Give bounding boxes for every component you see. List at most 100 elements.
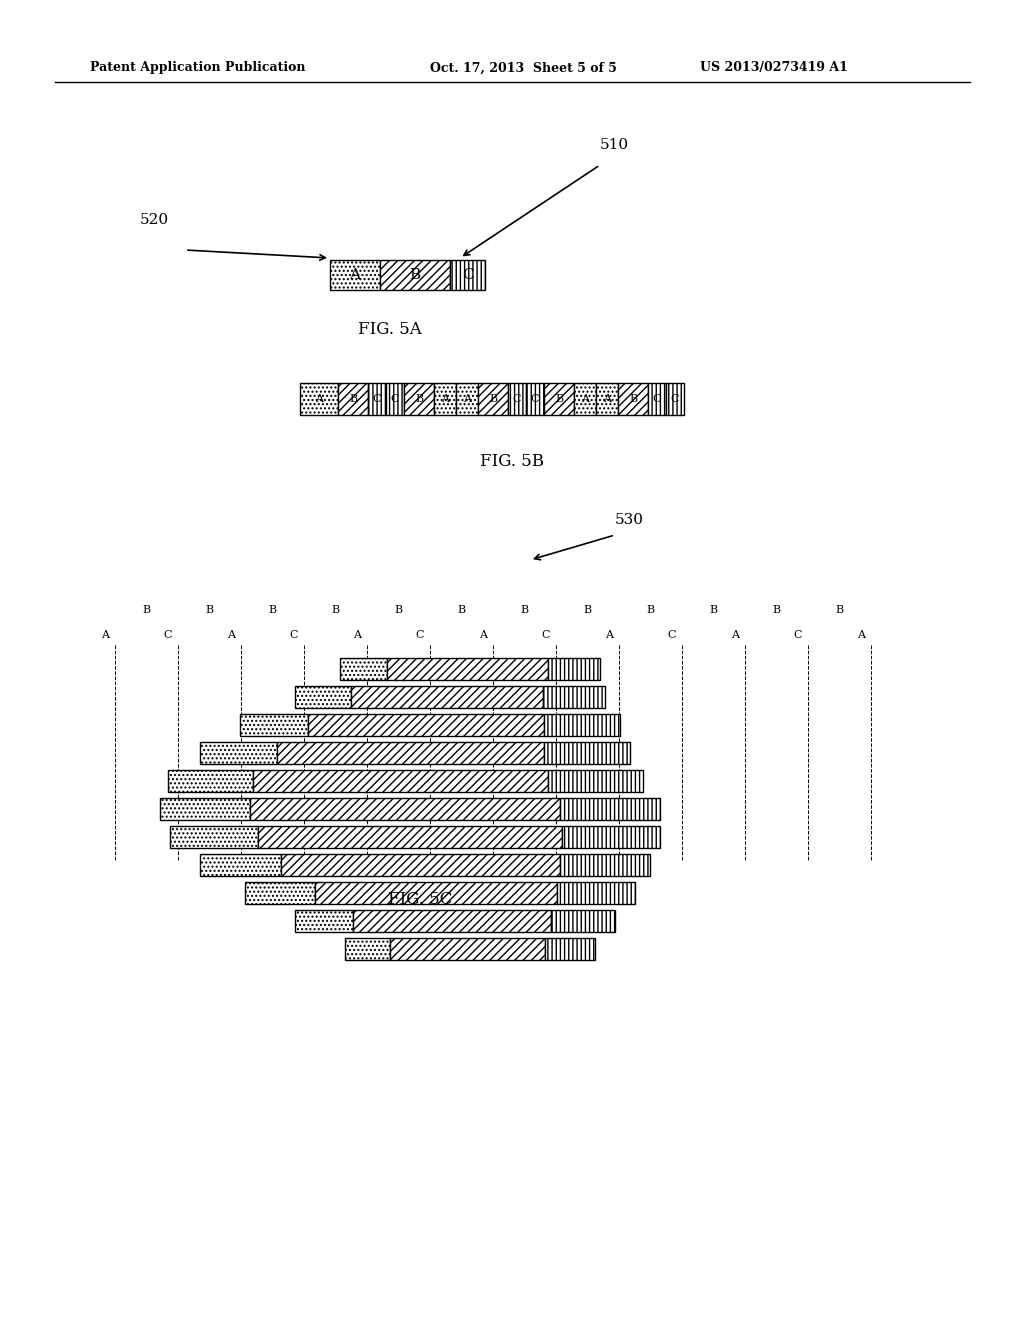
FancyBboxPatch shape xyxy=(548,657,600,680)
FancyBboxPatch shape xyxy=(557,882,635,904)
Text: B: B xyxy=(646,605,654,615)
Text: A: A xyxy=(857,630,865,640)
FancyBboxPatch shape xyxy=(450,260,485,290)
FancyBboxPatch shape xyxy=(526,383,544,414)
FancyBboxPatch shape xyxy=(281,854,560,876)
Text: C: C xyxy=(462,268,473,282)
Text: A: A xyxy=(479,630,487,640)
FancyBboxPatch shape xyxy=(544,714,620,737)
Text: A: A xyxy=(349,268,360,282)
Text: C: C xyxy=(513,393,521,404)
FancyBboxPatch shape xyxy=(160,799,250,820)
Text: C: C xyxy=(373,393,381,404)
Text: B: B xyxy=(415,393,423,404)
Text: FIG. 5A: FIG. 5A xyxy=(358,322,422,338)
Text: A: A xyxy=(353,630,361,640)
FancyBboxPatch shape xyxy=(560,854,650,876)
FancyBboxPatch shape xyxy=(245,882,315,904)
Text: B: B xyxy=(520,605,528,615)
Text: A: A xyxy=(101,630,109,640)
FancyBboxPatch shape xyxy=(338,383,368,414)
FancyBboxPatch shape xyxy=(240,714,308,737)
Text: A: A xyxy=(441,393,449,404)
FancyBboxPatch shape xyxy=(200,742,278,764)
Text: C: C xyxy=(652,393,662,404)
Text: B: B xyxy=(458,605,466,615)
Text: C: C xyxy=(391,393,399,404)
FancyBboxPatch shape xyxy=(315,882,557,904)
Text: Patent Application Publication: Patent Application Publication xyxy=(90,62,305,74)
Text: A: A xyxy=(605,630,613,640)
Text: C: C xyxy=(290,630,298,640)
FancyBboxPatch shape xyxy=(200,854,281,876)
FancyBboxPatch shape xyxy=(352,909,551,932)
FancyBboxPatch shape xyxy=(478,383,508,414)
FancyBboxPatch shape xyxy=(250,799,560,820)
FancyBboxPatch shape xyxy=(551,909,615,932)
FancyBboxPatch shape xyxy=(380,260,450,290)
FancyBboxPatch shape xyxy=(351,686,543,708)
Text: B: B xyxy=(629,393,637,404)
Text: C: C xyxy=(530,393,540,404)
Text: B: B xyxy=(206,605,214,615)
FancyBboxPatch shape xyxy=(278,742,544,764)
Text: 510: 510 xyxy=(600,139,629,152)
FancyBboxPatch shape xyxy=(456,383,478,414)
FancyBboxPatch shape xyxy=(618,383,648,414)
FancyBboxPatch shape xyxy=(544,383,574,414)
Text: A: A xyxy=(315,393,323,404)
Text: 530: 530 xyxy=(615,513,644,527)
FancyBboxPatch shape xyxy=(368,383,386,414)
Text: C: C xyxy=(542,630,550,640)
FancyBboxPatch shape xyxy=(340,657,387,680)
FancyBboxPatch shape xyxy=(666,383,684,414)
FancyBboxPatch shape xyxy=(545,939,595,960)
Text: Oct. 17, 2013  Sheet 5 of 5: Oct. 17, 2013 Sheet 5 of 5 xyxy=(430,62,616,74)
FancyBboxPatch shape xyxy=(295,686,351,708)
Text: 520: 520 xyxy=(140,213,169,227)
FancyBboxPatch shape xyxy=(574,383,596,414)
FancyBboxPatch shape xyxy=(544,742,630,764)
Text: B: B xyxy=(332,605,340,615)
Text: C: C xyxy=(794,630,802,640)
FancyBboxPatch shape xyxy=(508,383,526,414)
FancyBboxPatch shape xyxy=(560,799,660,820)
Text: A: A xyxy=(581,393,589,404)
Text: B: B xyxy=(410,268,421,282)
Text: B: B xyxy=(555,393,563,404)
Text: C: C xyxy=(668,630,676,640)
Text: B: B xyxy=(142,605,151,615)
FancyBboxPatch shape xyxy=(387,657,548,680)
Text: C: C xyxy=(671,393,679,404)
Text: B: B xyxy=(836,605,844,615)
FancyBboxPatch shape xyxy=(253,770,548,792)
Text: B: B xyxy=(349,393,357,404)
Text: B: B xyxy=(488,393,497,404)
FancyBboxPatch shape xyxy=(390,939,545,960)
Text: B: B xyxy=(394,605,402,615)
FancyBboxPatch shape xyxy=(434,383,456,414)
FancyBboxPatch shape xyxy=(386,383,404,414)
Text: A: A xyxy=(603,393,611,404)
FancyBboxPatch shape xyxy=(543,686,605,708)
FancyBboxPatch shape xyxy=(404,383,434,414)
Text: FIG. 5C: FIG. 5C xyxy=(388,891,453,908)
Text: C: C xyxy=(416,630,424,640)
Text: B: B xyxy=(772,605,780,615)
Text: C: C xyxy=(164,630,172,640)
FancyBboxPatch shape xyxy=(168,770,253,792)
Text: A: A xyxy=(463,393,471,404)
Text: A: A xyxy=(227,630,234,640)
FancyBboxPatch shape xyxy=(648,383,666,414)
Text: B: B xyxy=(710,605,718,615)
FancyBboxPatch shape xyxy=(330,260,380,290)
FancyBboxPatch shape xyxy=(548,770,642,792)
FancyBboxPatch shape xyxy=(345,939,390,960)
Text: US 2013/0273419 A1: US 2013/0273419 A1 xyxy=(700,62,848,74)
Text: B: B xyxy=(268,605,276,615)
Text: FIG. 5B: FIG. 5B xyxy=(480,454,544,470)
FancyBboxPatch shape xyxy=(300,383,338,414)
FancyBboxPatch shape xyxy=(308,714,544,737)
FancyBboxPatch shape xyxy=(562,826,660,847)
Text: A: A xyxy=(731,630,739,640)
